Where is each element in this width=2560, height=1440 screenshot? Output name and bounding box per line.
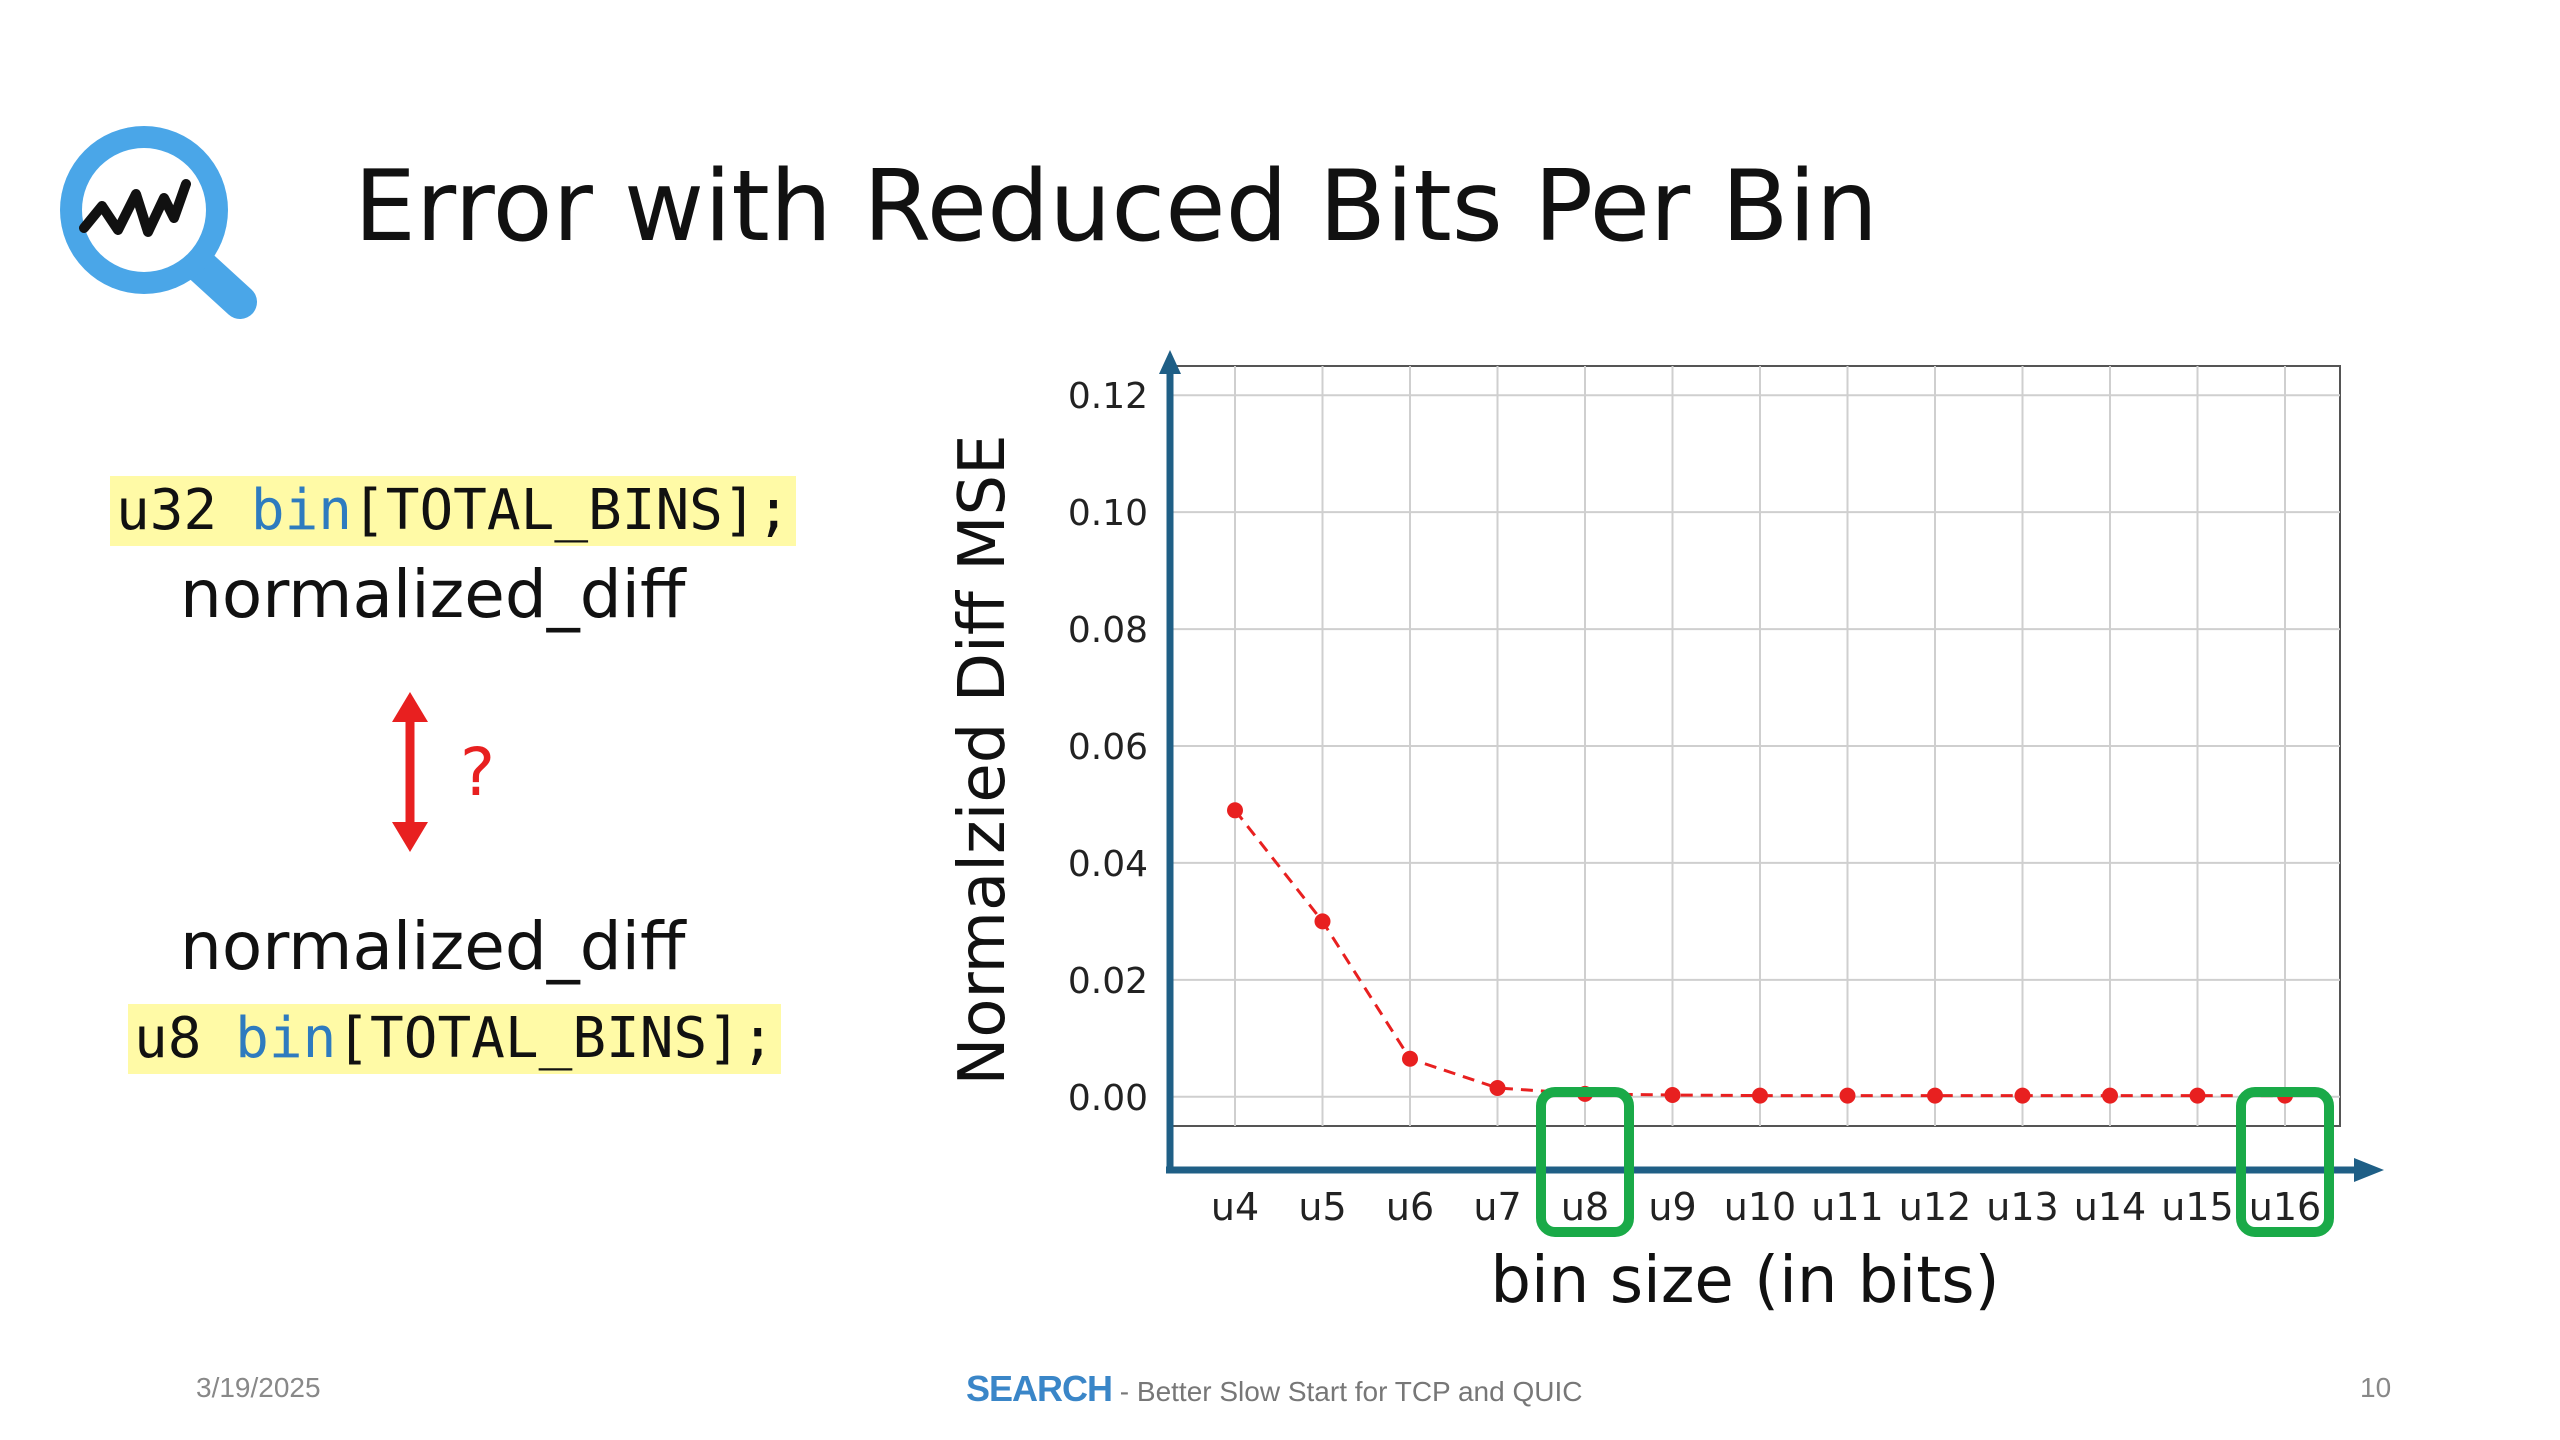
code-rest: [TOTAL_BINS]; — [352, 478, 791, 543]
data-point — [2102, 1087, 2118, 1104]
code-identifier: bin — [250, 478, 353, 543]
label-normalized-diff-top: normalized_diff — [180, 556, 686, 633]
y-tick-label: 0.08 — [1068, 610, 1148, 651]
x-axis-label: bin size (in bits) — [1490, 1244, 1999, 1318]
data-point — [1752, 1087, 1768, 1104]
chart-axes — [1159, 350, 2384, 1182]
y-tick-label: 0.10 — [1068, 493, 1148, 534]
x-tick-label: u7 — [1473, 1185, 1521, 1229]
y-tick-label: 0.04 — [1068, 844, 1148, 885]
data-point — [1489, 1080, 1506, 1096]
x-tick-label: u13 — [1986, 1185, 2058, 1229]
data-point — [2014, 1087, 2031, 1104]
label-normalized-diff-bottom: normalized_diff — [180, 908, 686, 985]
chart-ticks: 0.00 0.02 0.04 0.06 0.08 0.10 0.12 u4 u5 u6 u7 u8 u9… — [1068, 376, 2321, 1229]
x-tick-label: u15 — [2161, 1185, 2233, 1229]
search-logo-icon — [60, 126, 257, 319]
x-tick-label: u4 — [1211, 1185, 1259, 1229]
x-tick-label: u6 — [1386, 1185, 1434, 1229]
code-rest: [TOTAL_BINS]; — [336, 1006, 775, 1071]
highlight-box-u16 — [2236, 1087, 2334, 1237]
code-type: u32 — [116, 478, 218, 543]
y-axis-arrow-icon — [1159, 350, 1181, 374]
x-tick-label: u14 — [2074, 1185, 2146, 1229]
chart-series — [1227, 802, 2293, 1104]
code-type: u8 — [134, 1006, 202, 1071]
slide-title: Error with Reduced Bits Per Bin — [354, 150, 1878, 264]
code-u8-declaration: u8 bin[TOTAL_BINS]; — [128, 1004, 781, 1074]
footer-date: 3/19/2025 — [196, 1372, 321, 1403]
chart-highlights — [1536, 1087, 2334, 1237]
code-u32-declaration: u32 bin[TOTAL_BINS]; — [110, 476, 797, 546]
chart-grid — [1169, 365, 2341, 1127]
x-tick-label: u11 — [1811, 1185, 1883, 1229]
x-tick-label: u12 — [1899, 1185, 1971, 1229]
footer-subtitle: - Better Slow Start for TCP and QUIC — [1112, 1376, 1583, 1407]
double-arrow-icon — [392, 692, 428, 852]
y-tick-label: 0.12 — [1068, 376, 1148, 417]
data-point — [1314, 913, 1331, 930]
y-axis-label: Normalzied Diff MSE — [946, 434, 1020, 1085]
x-tick-label: u5 — [1298, 1185, 1346, 1229]
y-tick-label: 0.06 — [1068, 727, 1148, 768]
highlight-box-u8 — [1536, 1087, 1634, 1237]
footer-title: SEARCH - Better Slow Start for TCP and Q… — [966, 1368, 1582, 1410]
y-tick-label: 0.02 — [1068, 961, 1148, 1002]
x-tick-label: u9 — [1648, 1185, 1696, 1229]
footer-brand: SEARCH — [966, 1368, 1113, 1409]
data-point — [1402, 1050, 1418, 1067]
footer-page-number: 10 — [2360, 1372, 2392, 1403]
mse-line-chart: 0.00 0.02 0.04 0.06 0.08 0.10 0.12 u4 u5 u6 u7 u8 u9… — [946, 350, 2384, 1318]
data-point — [1664, 1087, 1681, 1104]
question-mark: ? — [460, 734, 496, 811]
data-point — [1227, 802, 1243, 819]
x-tick-label: u8 — [1561, 1185, 1609, 1229]
data-point — [2189, 1087, 2206, 1104]
y-tick-label: 0.00 — [1068, 1078, 1148, 1119]
x-tick-label: u10 — [1724, 1185, 1796, 1229]
code-identifier: bin — [235, 1006, 337, 1071]
data-point — [1839, 1087, 1856, 1104]
x-axis-arrow-icon — [2354, 1158, 2384, 1182]
data-point — [1927, 1087, 1943, 1104]
x-tick-label: u16 — [2249, 1185, 2321, 1229]
